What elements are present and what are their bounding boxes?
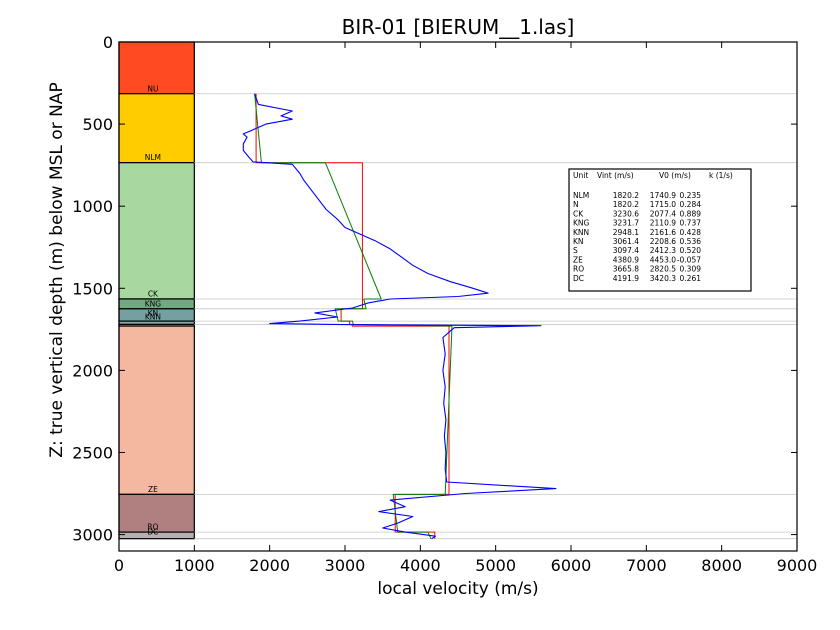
y-tick-label: 0 <box>103 33 113 52</box>
x-tick-label: 5000 <box>475 556 516 575</box>
legend-row-cell: CK <box>573 209 584 218</box>
legend-row-cell: 3420.3 <box>650 274 676 283</box>
legend-row-cell: 3231.7 <box>613 219 639 228</box>
series-interval-line <box>255 93 450 539</box>
legend-row-cell: 0.889 <box>680 209 702 218</box>
legend-row-cell: 2820.5 <box>650 265 676 274</box>
legend-row-cell: 0.428 <box>680 228 702 237</box>
legend-row-cell: 3665.8 <box>613 265 639 274</box>
legend-box <box>568 168 752 292</box>
x-tick-label: 2000 <box>249 556 290 575</box>
legend-row-cell: 1715.0 <box>650 200 676 209</box>
legend-row-cell: 2208.6 <box>650 237 676 246</box>
legend-row-cell: 1820.2 <box>613 200 639 209</box>
series-trend-line <box>254 93 453 539</box>
x-tick-label: 4000 <box>400 556 441 575</box>
legend-row-cell: 2948.1 <box>613 228 639 237</box>
series-log-line <box>242 93 557 540</box>
velocity-legend-table: Unit Vint (m/s) V0 (m/s) k (1/s) NLM 1820.2 17… <box>568 168 752 292</box>
legend-header-cell: Unit <box>573 171 588 180</box>
legend-row-cell: 3061.4 <box>613 237 639 246</box>
strat-unit-nlm <box>118 93 195 164</box>
legend-row-cell: 3097.4 <box>613 246 639 255</box>
strat-label-ck: CK <box>148 290 159 299</box>
y-axis-label: Z: true vertical depth (m) below MSL or … <box>47 82 67 457</box>
legend-row-cell: 2110.9 <box>650 219 676 228</box>
y-tick-label: 1500 <box>72 279 113 298</box>
legend-header-cell: V0 (m/s) <box>659 171 691 180</box>
x-tick-label: 0 <box>114 556 124 575</box>
legend-row-cell: 0.536 <box>680 237 702 246</box>
chart-title: BIR-01 [BIERUM__1.las] <box>342 15 575 39</box>
legend-header-cell: Vint (m/s) <box>597 171 634 180</box>
strat-label-nlm: NLM <box>145 153 161 162</box>
x-tick-label: 3000 <box>325 556 366 575</box>
strat-label-knn: KNN <box>145 312 161 321</box>
strat-unit-ro <box>118 493 195 533</box>
legend-row-cell: 0.737 <box>680 219 702 228</box>
strat-label-dc: DC <box>147 528 158 537</box>
strat-unit-ze <box>118 325 195 495</box>
x-tick-label: 7000 <box>626 556 667 575</box>
legend-row-cell: 2077.4 <box>650 209 676 218</box>
legend-row-cell: 0.309 <box>680 265 702 274</box>
y-tick-label: 2000 <box>72 361 113 380</box>
legend-row-cell: NLM <box>573 191 589 200</box>
strat-unit-ck <box>118 162 195 300</box>
strat-unit-nu <box>118 41 195 95</box>
legend-row-cell: N <box>573 200 579 209</box>
legend-row-cell: 2412.3 <box>650 246 676 255</box>
strat-label-nu: NU <box>147 84 158 93</box>
strat-label-kn: KN <box>148 309 159 318</box>
y-tick-label: 3000 <box>72 526 113 545</box>
strat-label-ro: RO <box>147 523 158 532</box>
legend-row-cell: 4453.0 <box>650 255 676 264</box>
legend-row-cell: ZE <box>573 255 583 264</box>
legend-header-cell: k (1/s) <box>709 171 733 180</box>
legend-row-cell: KNN <box>573 228 589 237</box>
legend-row-cell: 3230.6 <box>613 209 639 218</box>
strat-label-ze: ZE <box>148 485 158 494</box>
legend-row-cell: 0.520 <box>680 246 702 255</box>
x-tick-label: 8000 <box>701 556 742 575</box>
legend-row-cell: 4380.9 <box>613 255 639 264</box>
legend-row-cell: KNG <box>573 219 590 228</box>
legend-row-cell: DC <box>573 274 584 283</box>
legend-row-cell: 2161.6 <box>650 228 676 237</box>
x-tick-label: 6000 <box>551 556 592 575</box>
legend-row-cell: S <box>573 246 578 255</box>
strat-label-kng: KNG <box>145 299 162 308</box>
legend-row-cell: KN <box>573 237 584 246</box>
legend-row-cell: 4191.9 <box>613 274 639 283</box>
legend-row-cell: 0.235 <box>680 191 702 200</box>
legend-row-cell: 0.284 <box>680 200 702 209</box>
legend-row-cell: -0.057 <box>677 255 701 264</box>
x-tick-label: 1000 <box>174 556 215 575</box>
legend-row-cell: RO <box>573 265 584 274</box>
plot-frame <box>118 41 798 552</box>
y-tick-label: 500 <box>82 115 113 134</box>
legend-row-cell: 1740.9 <box>650 191 676 200</box>
x-tick-label: 9000 <box>777 556 818 575</box>
legend-row-cell: 1820.2 <box>613 191 639 200</box>
x-axis-label: local velocity (m/s) <box>377 579 538 599</box>
legend-row-cell: 0.261 <box>680 274 702 283</box>
y-tick-label: 1000 <box>72 197 113 216</box>
y-tick-label: 2500 <box>72 443 113 462</box>
